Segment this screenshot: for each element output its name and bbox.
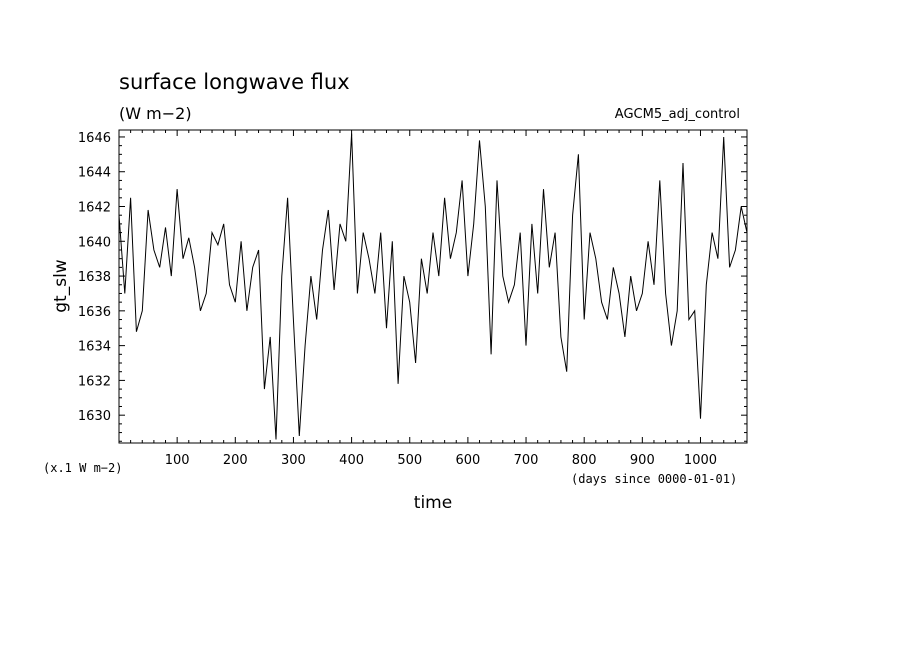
x-axis: 100 200 300 400 500 600 700 800 900 1000 [130, 130, 736, 468]
run-label: AGCM5_adj_control [615, 107, 740, 122]
y-tick-label: 1638 [78, 270, 111, 285]
y-axis-label: gt_slw [51, 259, 71, 313]
y-tick-label: 1644 [78, 166, 111, 181]
x-tick-label: 500 [397, 453, 422, 468]
x-axis-label: time [414, 493, 452, 513]
y-tick-label: 1640 [78, 235, 111, 250]
x-tick-label: 300 [281, 453, 306, 468]
y-axis: 1630 1632 1634 1636 1638 1640 1642 1644 1646 [78, 131, 747, 442]
x-tick-label: 1000 [684, 453, 717, 468]
plot-frame [118, 129, 748, 444]
series-line [118, 133, 748, 440]
y-tick-label: 1634 [78, 340, 111, 355]
x-unit-note: (days since 0000-01-01) [571, 472, 737, 486]
y-tick-label: 1636 [78, 305, 111, 320]
y-tick-label: 1632 [78, 374, 111, 389]
x-tick-label: 800 [572, 453, 597, 468]
y-scale-note: (x.1 W m−2) [43, 461, 122, 475]
x-tick-label: 200 [223, 453, 248, 468]
units-label: (W m−2) [119, 104, 192, 123]
x-tick-label: 100 [165, 453, 190, 468]
chart-title: surface longwave flux [119, 70, 350, 94]
y-tick-label: 1630 [78, 409, 111, 424]
x-tick-label: 900 [630, 453, 655, 468]
x-tick-label: 400 [339, 453, 364, 468]
x-tick-label: 700 [514, 453, 539, 468]
x-tick-label: 600 [455, 453, 480, 468]
y-tick-label: 1642 [78, 201, 111, 216]
y-tick-label: 1646 [78, 131, 111, 146]
